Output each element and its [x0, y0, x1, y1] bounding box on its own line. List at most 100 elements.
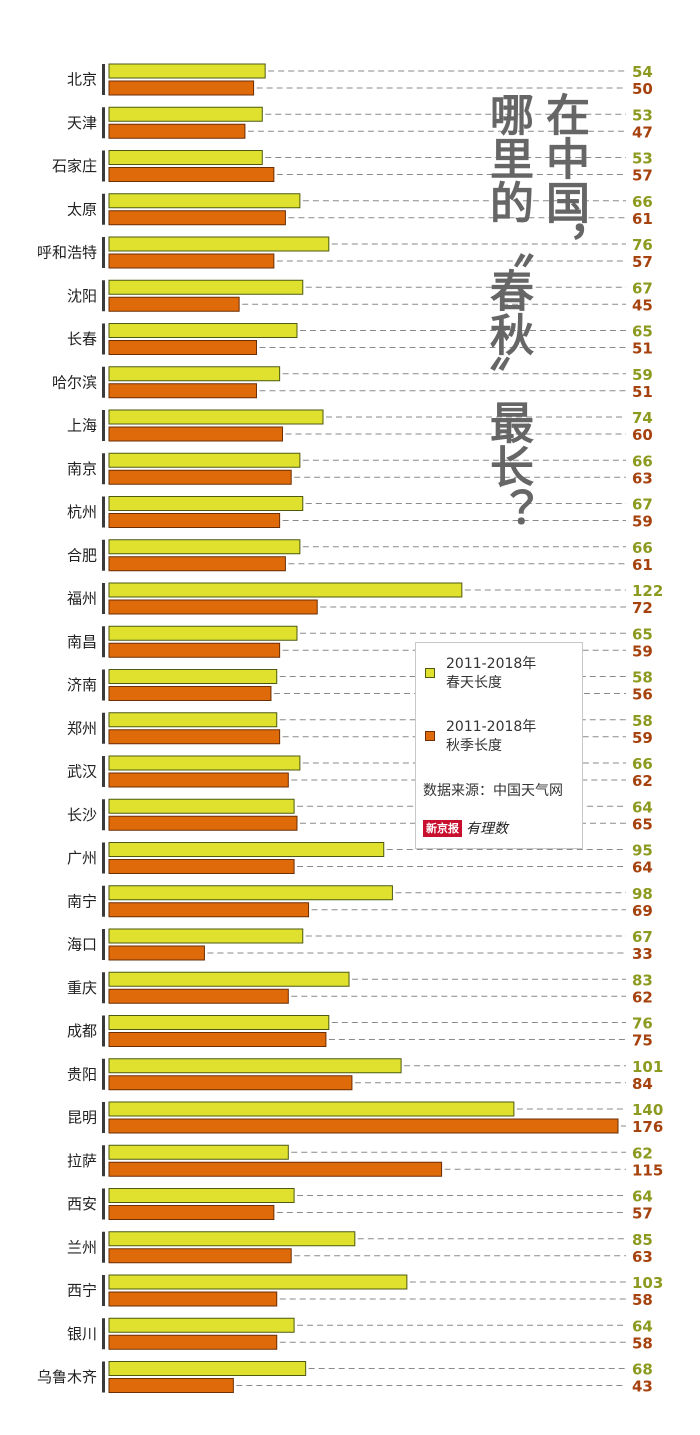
spring-value-label: 83 — [632, 971, 653, 989]
autumn-legend-line-1: 2011-2018年 — [446, 719, 537, 735]
spring-value-label: 66 — [632, 193, 653, 211]
chart-title-line-1: 在中国， — [538, 92, 589, 268]
spring-value-label: 74 — [632, 409, 653, 427]
autumn-bar — [108, 902, 310, 918]
autumn-value-label: 62 — [632, 772, 653, 790]
autumn-value-label: 64 — [632, 859, 653, 877]
autumn-bar — [108, 426, 284, 442]
spring-legend-line-2: 春天长度 — [446, 675, 502, 691]
city-label: 福州 — [67, 590, 97, 608]
spring-bar — [108, 236, 330, 252]
autumn-value-label: 57 — [632, 253, 653, 271]
spring-bar — [108, 63, 266, 79]
autumn-bar — [108, 1378, 234, 1393]
autumn-value-label: 47 — [632, 123, 653, 141]
spring-bar — [108, 712, 278, 728]
autumn-bar — [108, 210, 286, 226]
axis-tick — [102, 799, 105, 831]
axis-tick — [102, 280, 105, 312]
spring-bar — [108, 409, 324, 425]
autumn-value-label: 51 — [632, 340, 653, 358]
spring-value-label: 67 — [632, 279, 653, 297]
spring-value-label: 64 — [632, 1188, 653, 1206]
autumn-bar — [108, 642, 281, 658]
city-label: 南京 — [67, 460, 97, 478]
spring-bar — [108, 150, 263, 165]
axis-tick — [102, 410, 105, 441]
axis-tick — [102, 64, 105, 95]
autumn-bar — [108, 859, 295, 874]
autumn-value-label: 63 — [632, 1248, 653, 1266]
axis-tick — [102, 107, 105, 139]
axis-tick — [102, 150, 105, 182]
axis-tick — [102, 1058, 105, 1090]
spring-value-label: 65 — [632, 625, 653, 643]
spring-bar — [108, 1361, 307, 1376]
city-label: 南昌 — [67, 633, 97, 651]
autumn-legend-swatch — [425, 731, 435, 741]
spring-value-label: 53 — [632, 106, 653, 124]
city-label: 西宁 — [67, 1282, 97, 1300]
autumn-value-label: 69 — [632, 902, 653, 920]
axis-tick — [102, 193, 105, 225]
city-label: 杭州 — [67, 503, 97, 521]
city-label: 昆明 — [67, 1109, 97, 1127]
autumn-value-label: 59 — [632, 729, 653, 747]
spring-value-label: 140 — [632, 1101, 663, 1119]
spring-bar — [108, 842, 385, 857]
axis-tick — [102, 972, 105, 1004]
spring-legend-line-1: 2011-2018年 — [446, 656, 537, 672]
city-label: 沈阳 — [67, 287, 97, 305]
autumn-bar — [108, 772, 289, 788]
spring-value-label: 67 — [632, 496, 653, 514]
spring-bar — [108, 755, 301, 771]
spring-bar — [108, 1015, 330, 1030]
axis-tick — [102, 323, 105, 355]
axis-tick — [102, 1318, 105, 1350]
axis-tick — [102, 1145, 105, 1177]
autumn-value-label: 115 — [632, 1161, 663, 1179]
autumn-value-label: 84 — [632, 1075, 653, 1093]
spring-value-label: 68 — [632, 1361, 653, 1379]
spring-value-label: 58 — [632, 712, 653, 730]
autumn-bar — [108, 1205, 275, 1220]
city-label: 南宁 — [67, 892, 97, 910]
autumn-value-label: 176 — [632, 1118, 663, 1136]
axis-tick — [102, 842, 105, 874]
legend-box: 2011-2018年 春天长度 2011-2018年 秋季长度 数据来源：中国天… — [415, 642, 583, 849]
autumn-bar — [108, 988, 289, 1004]
spring-bar — [108, 323, 298, 338]
autumn-legend-line-2: 秋季长度 — [446, 738, 502, 754]
spring-bar — [108, 798, 295, 814]
spring-value-label: 101 — [632, 1058, 663, 1076]
city-label: 太原 — [67, 200, 97, 218]
city-label: 石家庄 — [52, 157, 97, 175]
autumn-value-label: 45 — [632, 296, 653, 314]
autumn-value-label: 58 — [632, 1291, 653, 1309]
city-label: 济南 — [67, 676, 97, 694]
spring-value-label: 66 — [632, 755, 653, 773]
spring-bar — [108, 1188, 295, 1203]
spring-bar — [108, 1231, 356, 1247]
autumn-bar — [108, 383, 257, 399]
autumn-value-label: 59 — [632, 642, 653, 660]
autumn-value-label: 62 — [632, 988, 653, 1006]
spring-value-label: 67 — [632, 928, 653, 946]
autumn-value-label: 43 — [632, 1378, 653, 1396]
autumn-value-label: 56 — [632, 686, 653, 704]
axis-tick — [102, 669, 105, 701]
spring-value-label: 122 — [632, 582, 663, 600]
city-label: 北京 — [67, 71, 97, 89]
autumn-bar — [108, 729, 281, 745]
autumn-value-label: 57 — [632, 1205, 653, 1223]
autumn-bar — [108, 513, 281, 528]
autumn-bar — [108, 167, 275, 182]
axis-tick — [102, 539, 105, 571]
spring-value-label: 54 — [632, 63, 653, 81]
axis-tick — [102, 237, 105, 268]
spring-value-label: 64 — [632, 1317, 653, 1335]
spring-value-label: 76 — [632, 1015, 653, 1033]
spring-bar — [108, 582, 463, 598]
axis-tick — [102, 929, 105, 960]
city-label: 武汉 — [67, 763, 97, 781]
